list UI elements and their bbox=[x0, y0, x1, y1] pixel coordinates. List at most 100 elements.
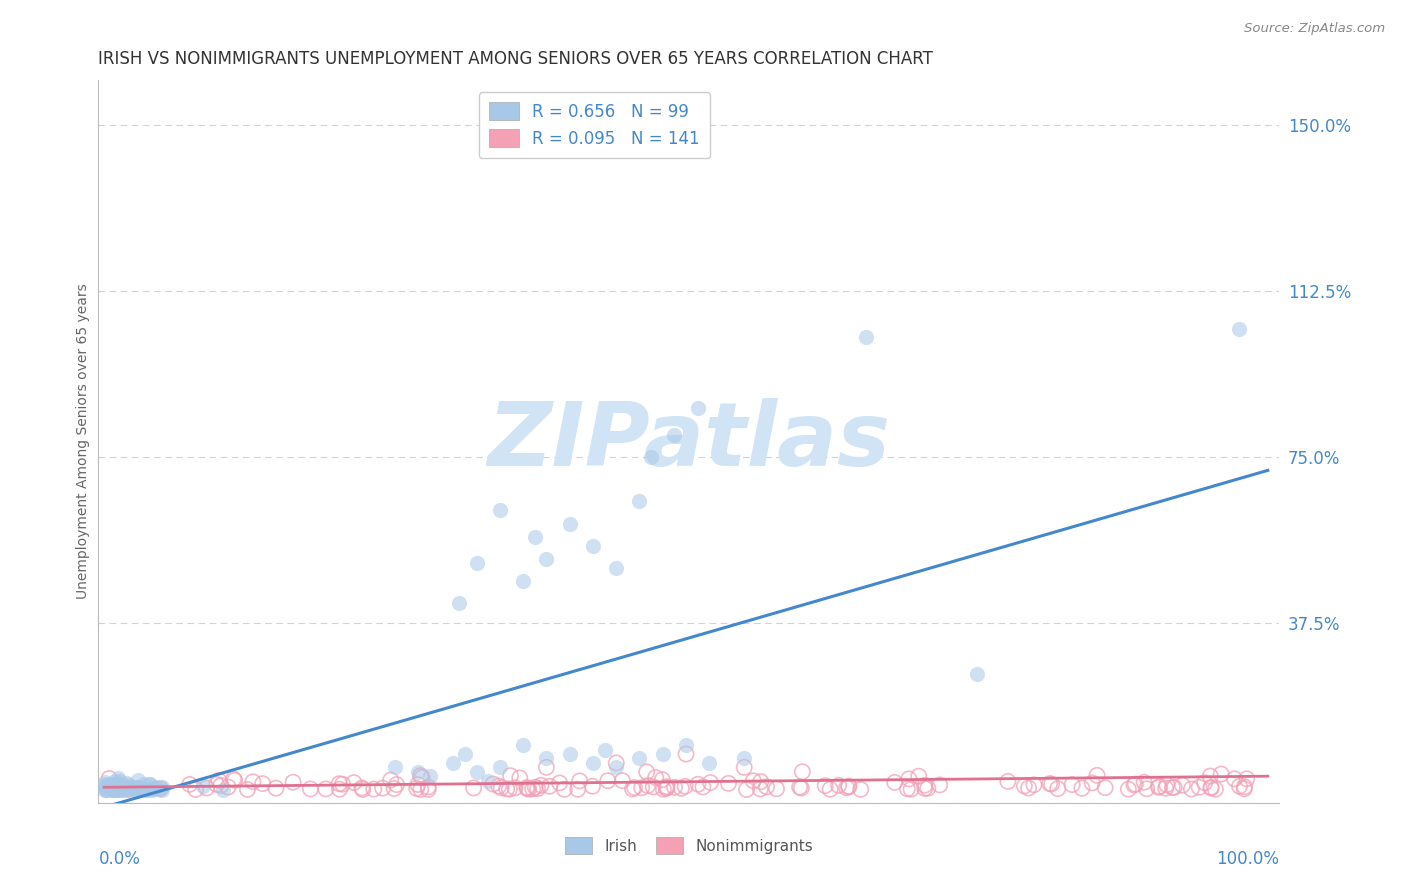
Point bbox=[1018, 780, 1040, 795]
Point bbox=[1039, 777, 1062, 791]
Point bbox=[536, 751, 558, 765]
Text: IRISH VS NONIMMIGRANTS UNEMPLOYMENT AMONG SENIORS OVER 65 YEARS CORRELATION CHAR: IRISH VS NONIMMIGRANTS UNEMPLOYMENT AMON… bbox=[98, 50, 934, 68]
Point bbox=[593, 742, 616, 756]
Point bbox=[524, 780, 547, 795]
Point bbox=[107, 780, 129, 794]
Point bbox=[132, 782, 155, 797]
Point bbox=[536, 760, 558, 774]
Point bbox=[838, 780, 860, 794]
Point bbox=[914, 781, 936, 796]
Point bbox=[108, 774, 131, 789]
Point bbox=[97, 777, 120, 791]
Point bbox=[100, 782, 122, 797]
Point bbox=[523, 530, 546, 544]
Point bbox=[224, 773, 246, 788]
Point bbox=[363, 782, 385, 797]
Point bbox=[928, 778, 950, 792]
Point bbox=[498, 782, 520, 797]
Point bbox=[449, 596, 471, 610]
Point bbox=[997, 774, 1019, 789]
Point bbox=[107, 780, 129, 794]
Point bbox=[1156, 778, 1178, 792]
Point bbox=[108, 778, 131, 792]
Point bbox=[141, 782, 163, 797]
Point bbox=[98, 772, 121, 786]
Point bbox=[652, 782, 675, 797]
Point bbox=[526, 781, 548, 796]
Point bbox=[733, 751, 755, 765]
Point bbox=[148, 781, 170, 796]
Point bbox=[101, 782, 124, 797]
Point bbox=[495, 781, 517, 796]
Point bbox=[242, 774, 264, 789]
Point bbox=[749, 782, 772, 797]
Point bbox=[418, 780, 440, 794]
Point bbox=[835, 780, 858, 795]
Point bbox=[418, 782, 440, 797]
Point bbox=[789, 780, 811, 794]
Point bbox=[1136, 781, 1159, 796]
Point bbox=[211, 782, 233, 797]
Point bbox=[792, 764, 814, 779]
Point bbox=[150, 782, 173, 797]
Point bbox=[735, 782, 758, 797]
Point bbox=[352, 782, 374, 797]
Point bbox=[136, 782, 159, 797]
Point bbox=[522, 781, 544, 796]
Point bbox=[1062, 778, 1084, 792]
Point bbox=[553, 782, 575, 797]
Legend: Irish, Nonimmigrants: Irish, Nonimmigrants bbox=[558, 831, 820, 860]
Point bbox=[488, 779, 510, 793]
Point bbox=[1199, 769, 1222, 783]
Point bbox=[568, 773, 591, 788]
Point bbox=[671, 781, 693, 796]
Point bbox=[686, 401, 709, 416]
Point bbox=[101, 781, 124, 796]
Point bbox=[108, 777, 131, 791]
Point bbox=[612, 773, 634, 788]
Point bbox=[517, 782, 540, 797]
Point bbox=[1118, 782, 1140, 797]
Point bbox=[849, 782, 872, 797]
Point bbox=[406, 777, 429, 791]
Point bbox=[1227, 321, 1250, 335]
Point bbox=[463, 780, 485, 795]
Point bbox=[371, 780, 394, 795]
Point bbox=[409, 782, 432, 797]
Point bbox=[596, 773, 619, 788]
Point bbox=[127, 780, 149, 795]
Point bbox=[790, 780, 813, 795]
Point bbox=[299, 781, 322, 796]
Point bbox=[966, 667, 988, 681]
Point bbox=[236, 782, 259, 797]
Point bbox=[205, 777, 228, 791]
Point bbox=[605, 561, 627, 575]
Point bbox=[145, 780, 167, 794]
Point bbox=[104, 773, 127, 788]
Point bbox=[96, 778, 118, 792]
Point bbox=[1204, 782, 1226, 797]
Text: 0.0%: 0.0% bbox=[98, 850, 141, 868]
Point bbox=[107, 780, 129, 795]
Point bbox=[179, 777, 201, 791]
Point bbox=[1223, 772, 1246, 786]
Point bbox=[94, 782, 117, 797]
Point bbox=[142, 780, 165, 795]
Point bbox=[117, 776, 139, 790]
Point bbox=[1233, 780, 1256, 794]
Point bbox=[1081, 776, 1104, 790]
Point bbox=[1094, 780, 1116, 795]
Point bbox=[914, 778, 936, 792]
Point bbox=[409, 769, 432, 783]
Point bbox=[107, 782, 129, 797]
Point bbox=[118, 782, 141, 797]
Point bbox=[101, 781, 124, 796]
Point bbox=[692, 780, 714, 794]
Point bbox=[582, 539, 605, 553]
Point bbox=[110, 780, 132, 794]
Point bbox=[328, 777, 350, 791]
Point bbox=[217, 780, 239, 794]
Point bbox=[110, 782, 132, 797]
Point bbox=[118, 781, 141, 796]
Point bbox=[838, 780, 860, 794]
